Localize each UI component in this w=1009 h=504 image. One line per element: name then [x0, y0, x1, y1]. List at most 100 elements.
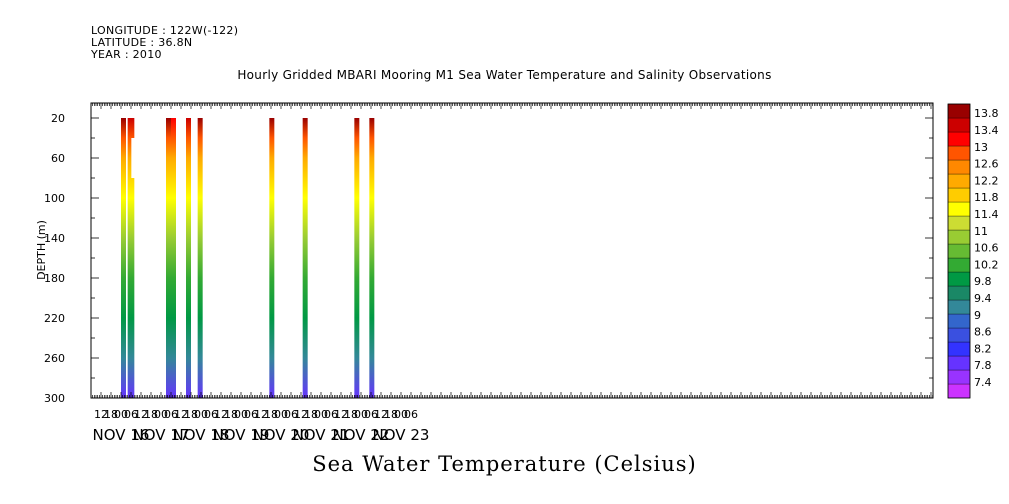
observation-bar: [171, 118, 176, 398]
x-hour-tick-label: 12: [254, 408, 268, 421]
colorbar-label: 12.2: [974, 174, 999, 187]
year-label: YEAR : 2010: [91, 48, 162, 61]
colorbar-label: 9.4: [974, 292, 992, 305]
x-hour-tick-label: 06: [164, 408, 178, 421]
x-hour-tick-label: 18: [224, 408, 238, 421]
x-hour-tick-label: 18: [184, 408, 198, 421]
x-hour-tick-label: 00: [234, 408, 248, 421]
colorbar-cell: [947, 173, 971, 189]
x-hour-tick-label: 06: [124, 408, 138, 421]
x-hour-tick-label: 18: [384, 408, 398, 421]
y-tick-label: 180: [44, 272, 65, 285]
x-hour-tick-label: 12: [214, 408, 228, 421]
colorbar-label: 13.4: [974, 124, 999, 137]
x-hour-tick-label: 00: [154, 408, 168, 421]
colorbar-cell: [947, 187, 971, 203]
colorbar-cell: [947, 215, 971, 231]
observation-bar: [186, 118, 191, 398]
x-hour-tick-label: 18: [304, 408, 318, 421]
y-tick-label: 100: [44, 192, 65, 205]
y-tick-label: 260: [44, 352, 65, 365]
colorbar-cell: [947, 117, 971, 133]
x-hour-tick-label: 06: [204, 408, 218, 421]
x-hour-tick-label: 12: [94, 408, 108, 421]
x-hour-tick-label: 00: [194, 408, 208, 421]
x-hour-tick-label: 06: [324, 408, 338, 421]
colorbar-label: 9.8: [974, 275, 992, 288]
x-hour-tick-label: 00: [274, 408, 288, 421]
plot-frame: [90, 102, 934, 399]
colorbar-cell: [947, 145, 971, 161]
colorbar-cell: [947, 201, 971, 217]
colorbar-cell: [947, 355, 971, 371]
x-hour-tick-label: 06: [284, 408, 298, 421]
x-hour-tick-label: 00: [354, 408, 368, 421]
x-hour-tick-label: 12: [374, 408, 388, 421]
x-hour-tick-label: 12: [334, 408, 348, 421]
latitude-label: LATITUDE : 36.8N: [91, 36, 193, 49]
colorbar-cell: [947, 257, 971, 273]
colorbar-cell: [947, 243, 971, 259]
colorbar-label: 7.4: [974, 376, 992, 389]
colorbar-label: 13: [974, 141, 988, 154]
y-tick-label: 60: [51, 152, 65, 165]
colorbar-label: 13.8: [974, 107, 999, 120]
x-hour-tick-label: 12: [294, 408, 308, 421]
x-hour-tick-label: 18: [344, 408, 358, 421]
observation-bar: [197, 118, 203, 398]
x-hour-tick-label: 00: [314, 408, 328, 421]
colorbar-label: 8.2: [974, 342, 992, 355]
y-tick-label: 20: [51, 112, 65, 125]
colorbar-cell: [947, 341, 971, 357]
x-day-label: NOV 19: [213, 426, 270, 444]
colorbar-label: 10.6: [974, 242, 999, 255]
observation-bar: [166, 118, 171, 398]
colorbar-cell: [947, 285, 971, 301]
colorbar-cell: [947, 131, 971, 147]
x-day-label: NOV 23: [373, 426, 430, 444]
colorbar-cell: [947, 103, 971, 119]
observation-bar: [269, 118, 275, 398]
x-day-label: NOV 21: [293, 426, 350, 444]
x-hour-tick-label: 12: [134, 408, 148, 421]
colorbar-label: 9: [974, 309, 981, 322]
colorbar-label: 12.6: [974, 158, 999, 171]
colorbar-cell: [947, 271, 971, 287]
colorbar-cell: [947, 369, 971, 385]
y-axis-label: DEPTH (m): [35, 220, 48, 280]
x-hour-tick-label: 18: [264, 408, 278, 421]
y-tick-label: 220: [44, 312, 65, 325]
colorbar-label: 11.4: [974, 208, 999, 221]
x-day-label: NOV 17: [133, 426, 190, 444]
x-hour-tick-label: 18: [104, 408, 118, 421]
x-axis-title: Sea Water Temperature (Celsius): [312, 452, 697, 476]
colorbar-label: 8.6: [974, 326, 992, 339]
x-day-label: NOV 20: [253, 426, 310, 444]
colorbar-cell: [947, 313, 971, 329]
y-tick-label: 140: [44, 232, 65, 245]
x-hour-tick-label: 00: [394, 408, 408, 421]
colorbar-label: 7.8: [974, 359, 992, 372]
colorbar-label: 11: [974, 225, 988, 238]
colorbar-cell: [947, 159, 971, 175]
colorbar-label: 10.2: [974, 258, 999, 271]
observation-bar: [354, 118, 360, 398]
x-hour-tick-label: 06: [244, 408, 258, 421]
longitude-label: LONGITUDE : 122W(-122): [91, 24, 239, 37]
colorbar-cell: [947, 229, 971, 245]
colorbar-cell: [947, 299, 971, 315]
observation-bar: [127, 118, 135, 398]
data-gap: [131, 138, 135, 178]
x-hour-tick-label: 06: [404, 408, 418, 421]
observation-bar: [369, 118, 375, 398]
x-day-label: NOV 16: [93, 426, 150, 444]
observation-bar: [121, 118, 126, 398]
x-day-label: NOV 22: [333, 426, 390, 444]
x-hour-tick-label: 12: [174, 408, 188, 421]
x-hour-tick-label: 18: [144, 408, 158, 421]
colorbar-cell: [947, 383, 971, 399]
chart-title: Hourly Gridded MBARI Mooring M1 Sea Wate…: [237, 68, 772, 82]
colorbar-label: 11.8: [974, 191, 999, 204]
x-hour-tick-label: 06: [364, 408, 378, 421]
